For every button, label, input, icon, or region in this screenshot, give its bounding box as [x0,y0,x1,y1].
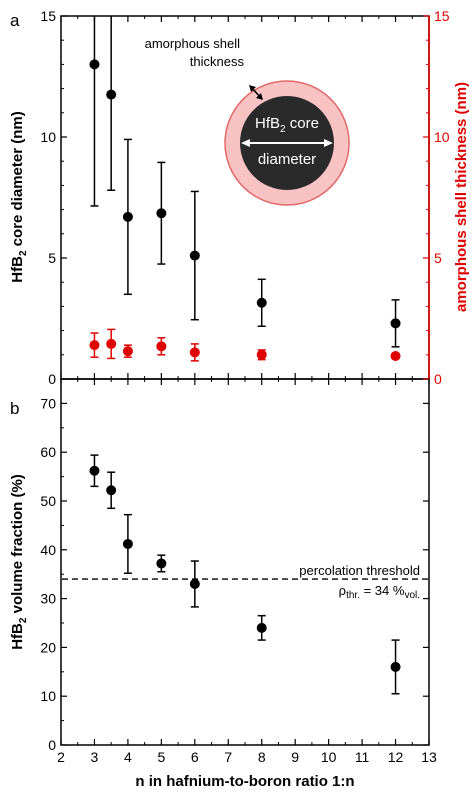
panel-b-x-tick-label: 7 [224,749,232,765]
panel-b-x-tick-label: 5 [157,749,165,765]
panel-b-y-tick-label: 10 [40,688,56,704]
panel-a-y-tick-label: 10 [40,129,56,145]
panel-a-y2-tick-label: 5 [434,250,442,266]
panel-a-y-tick-label: 5 [48,250,56,266]
panel-a-y-tick-label: 0 [48,371,56,387]
panel-b-x-tick-label: 9 [291,749,299,765]
shell-label-line1: amorphous shell [145,36,240,51]
panel-b-x-tick-label: 2 [57,749,65,765]
threshold-label: percolation threshold [299,563,420,578]
panel-a-data-point [189,347,200,358]
panel-a-letter: a [10,11,20,30]
inset-particle-diagram: amorphous shell thickness HfB2 core diam… [145,36,350,206]
panel-b-y-tick-label: 60 [40,444,56,460]
panel-b-frame [60,378,430,746]
panel-b-y-tick-label: 50 [40,493,56,509]
shell-arrowhead-bottom [256,93,263,100]
panel-a-y2-tick-label: 10 [434,129,450,145]
panel-b-data-point [89,465,100,476]
shell-label-line2: thickness [190,54,245,69]
panel-a-data-point [189,250,200,261]
panel-a-ylabel: HfB2 core diameter (nm) [9,111,29,282]
panel-b-y-tick-label: 0 [48,737,56,753]
panel-b-data-point [256,622,267,633]
panel-b-y-tick-label: 40 [40,542,56,558]
panel-a-data-point [122,346,133,357]
panel-a-data-point [122,211,133,222]
panel-b-data-point [122,538,133,549]
diameter-label: diameter [258,151,316,168]
panel-a-data-point [256,349,267,360]
panel-b-x-tick-label: 6 [191,749,199,765]
panel-b-ylabel: HfB2 volume fraction (%) [9,474,29,650]
panel-a-y-tick-label: 15 [40,8,56,24]
panel-a-y2label: amorphous shell thickness (nm) [453,82,470,312]
core-label: HfB2 core [255,115,319,135]
panel-a-data-point [256,297,267,308]
panel-a-data-point [156,208,167,219]
panel-a-data-point [390,318,401,329]
diameter-arrowhead-right [324,139,333,147]
panel-a-data-point [106,338,117,349]
panel-b-data-point [189,578,200,589]
panel-b-x-tick-label: 4 [124,749,132,765]
panel-a-frame [60,15,430,380]
panel-b-x-tick-label: 3 [91,749,99,765]
panel-b-letter: b [10,399,19,418]
chart-marks: 0 5 10 15 0 5 10 15 2 3 4 5 6 7 8 9 10 11 12 13 0 10 20 30 40 50 6… [40,8,449,765]
panel-b-x-tick-label: 8 [258,749,266,765]
percolation-threshold: percolation threshold ρthr. = 34 %vol. [62,563,428,601]
diameter-arrowhead-left [241,139,250,147]
panel-b-data-point [106,485,117,496]
panel-b-x-tick-label: 11 [355,749,370,765]
panel-b-xlabel: n in hafnium-to-boron ratio 1:n [135,773,354,790]
panel-a-data-point [89,340,100,351]
panel-b-x-tick-label: 10 [321,749,337,765]
panel-b-x-tick-label: 13 [421,749,437,765]
panel-a-y2-tick-label: 15 [434,8,450,24]
panel-a-data-point [89,59,100,70]
panel-a-data-point [156,341,167,352]
panel-b-y-tick-label: 30 [40,591,56,607]
panel-a-data-point [390,351,401,362]
panel-b-data-point [390,661,401,672]
threshold-formula: ρthr. = 34 %vol. [339,583,420,601]
panel-a-data-point [106,89,117,100]
panel-b-data-point [156,558,167,569]
shell-arrowhead-top [249,85,256,92]
panel-a-y2-tick-label: 0 [434,371,442,387]
panel-b-y-tick-label: 70 [40,395,56,411]
panel-b-x-tick-label: 12 [388,749,404,765]
panel-b-y-tick-label: 20 [40,639,56,655]
